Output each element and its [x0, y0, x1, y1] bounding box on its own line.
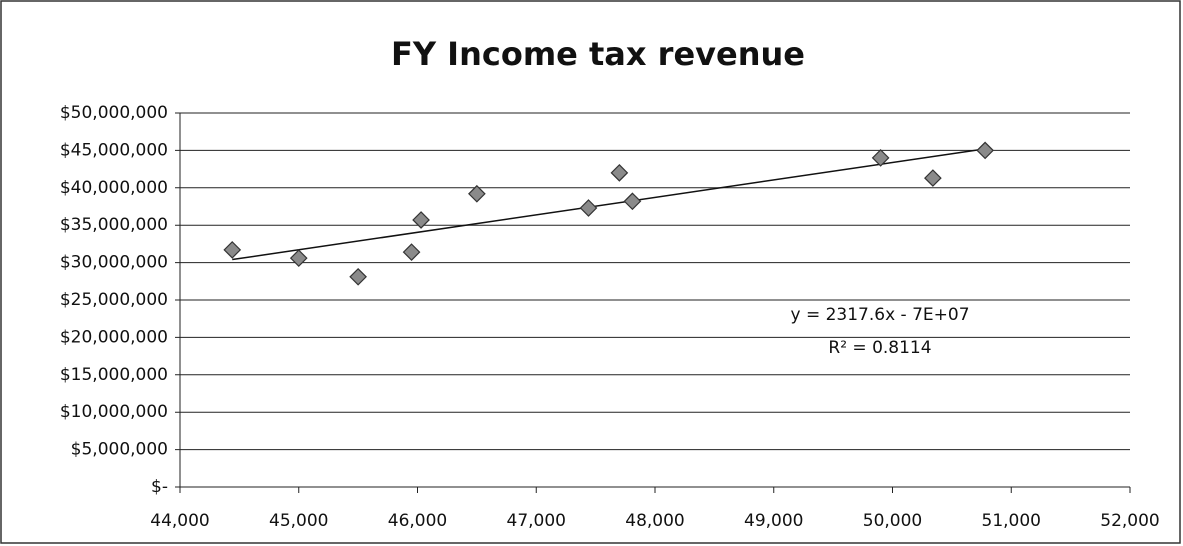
trendline-equation: y = 2317.6x - 7E+07	[790, 305, 969, 325]
y-tick-label: $25,000,000	[60, 290, 168, 310]
data-point	[349, 267, 367, 286]
x-tick-label: 46,000	[388, 511, 447, 531]
x-tick-label: 48,000	[625, 511, 684, 531]
data-point	[976, 141, 994, 160]
y-tick-label: $50,000,000	[60, 103, 168, 123]
data-point	[610, 163, 629, 182]
x-tick-label: 44,000	[150, 511, 209, 531]
y-tick-label: $-	[151, 477, 168, 497]
x-tick-label: 49,000	[744, 511, 803, 531]
x-tick-label: 51,000	[982, 511, 1041, 531]
y-tick-label: $10,000,000	[60, 402, 168, 422]
x-tick-label: 52,000	[1100, 511, 1159, 531]
data-point	[223, 241, 242, 259]
data-point	[289, 249, 308, 267]
data-point	[468, 184, 486, 203]
data-point	[579, 199, 598, 217]
y-tick-label: $35,000,000	[60, 215, 168, 235]
y-tick-label: $40,000,000	[60, 178, 168, 198]
data-point	[871, 149, 890, 167]
data-point	[623, 192, 642, 211]
chart-title: FY Income tax revenue	[391, 35, 805, 73]
x-tick-label: 47,000	[507, 511, 566, 531]
y-tick-label: $15,000,000	[60, 365, 168, 385]
x-tick-label: 45,000	[269, 511, 328, 531]
data-point	[412, 211, 430, 229]
y-tick-label: $20,000,000	[60, 327, 168, 347]
data-point	[924, 169, 942, 187]
y-tick-label: $45,000,000	[60, 140, 168, 160]
trendline-r2: R² = 0.8114	[828, 338, 931, 358]
x-tick-label: 50,000	[863, 511, 922, 531]
y-tick-label: $5,000,000	[71, 440, 168, 460]
trendline	[232, 148, 986, 261]
data-point	[402, 243, 421, 261]
y-tick-label: $30,000,000	[60, 253, 168, 273]
